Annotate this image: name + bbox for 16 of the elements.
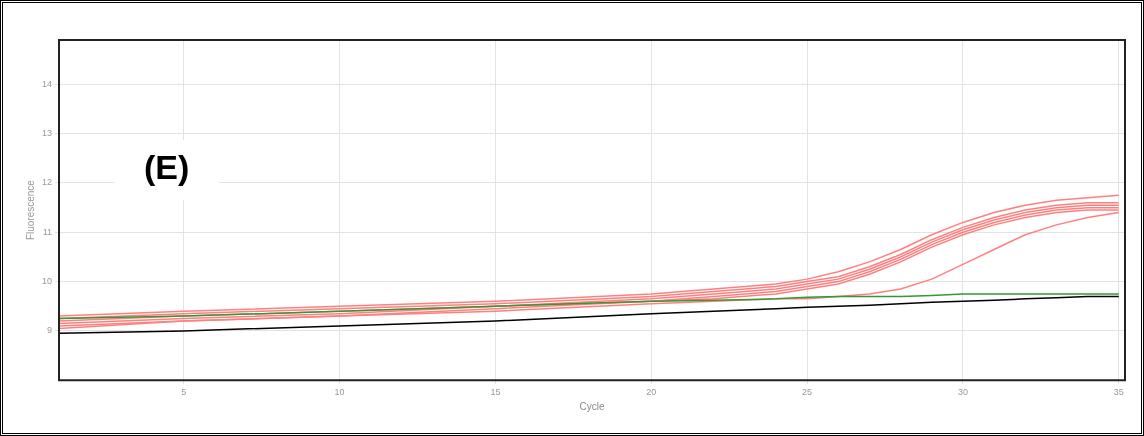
x-tick-label: 20 xyxy=(646,387,657,398)
y-tick-label: 14 xyxy=(42,78,53,89)
x-tick-label: 15 xyxy=(490,387,501,398)
x-tick-label: 10 xyxy=(334,387,345,398)
y-tick-label: 11 xyxy=(42,226,53,237)
y-axis-title: Fluorescence xyxy=(24,179,36,241)
y-tick-label: 13 xyxy=(42,128,53,139)
x-tick-label: 30 xyxy=(957,387,968,398)
x-tick-label: 35 xyxy=(1113,387,1124,398)
y-tick-label: 12 xyxy=(42,177,53,188)
x-axis-title: Cycle xyxy=(579,400,605,412)
y-tick-label: 9 xyxy=(47,325,53,336)
y-tick-label: 10 xyxy=(42,276,53,287)
x-tick-label: 25 xyxy=(802,387,813,398)
x-tick-label: 5 xyxy=(181,387,187,398)
annotation: (E) xyxy=(144,148,190,187)
